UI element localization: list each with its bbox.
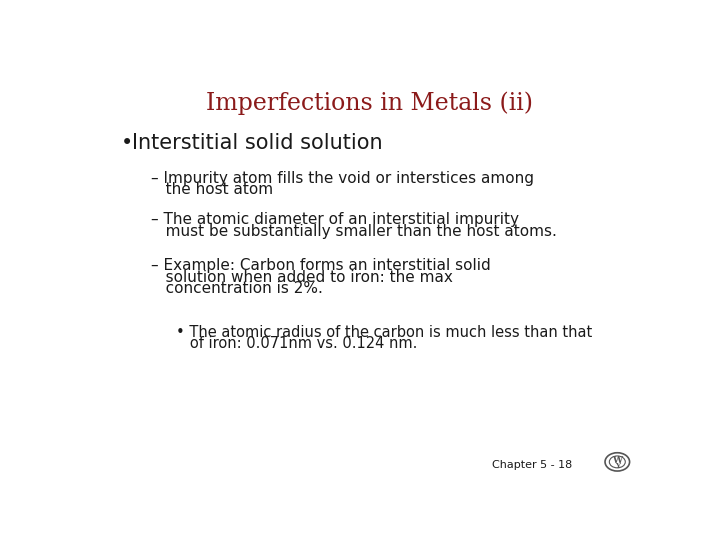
Text: Imperfections in Metals (ii): Imperfections in Metals (ii) (205, 92, 533, 116)
Text: •: • (121, 133, 133, 153)
Text: concentration is 2%.: concentration is 2%. (151, 281, 323, 296)
Text: of iron: 0.071nm vs. 0.124 nm.: of iron: 0.071nm vs. 0.124 nm. (176, 336, 418, 351)
Text: W: W (612, 456, 622, 465)
Text: solution when added to iron: the max: solution when added to iron: the max (151, 269, 454, 285)
Text: the host atom: the host atom (151, 183, 274, 197)
Text: must be substantially smaller than the host atoms.: must be substantially smaller than the h… (151, 224, 557, 239)
Text: Chapter 5 - 18: Chapter 5 - 18 (492, 460, 572, 470)
Text: – Example: Carbon forms an interstitial solid: – Example: Carbon forms an interstitial … (151, 258, 491, 273)
Text: – The atomic diameter of an interstitial impurity: – The atomic diameter of an interstitial… (151, 212, 519, 227)
Text: – Impurity atom fills the void or interstices among: – Impurity atom fills the void or inters… (151, 171, 534, 186)
Text: Y: Y (615, 462, 620, 470)
Text: • The atomic radius of the carbon is much less than that: • The atomic radius of the carbon is muc… (176, 325, 593, 340)
Text: Interstitial solid solution: Interstitial solid solution (132, 133, 382, 153)
